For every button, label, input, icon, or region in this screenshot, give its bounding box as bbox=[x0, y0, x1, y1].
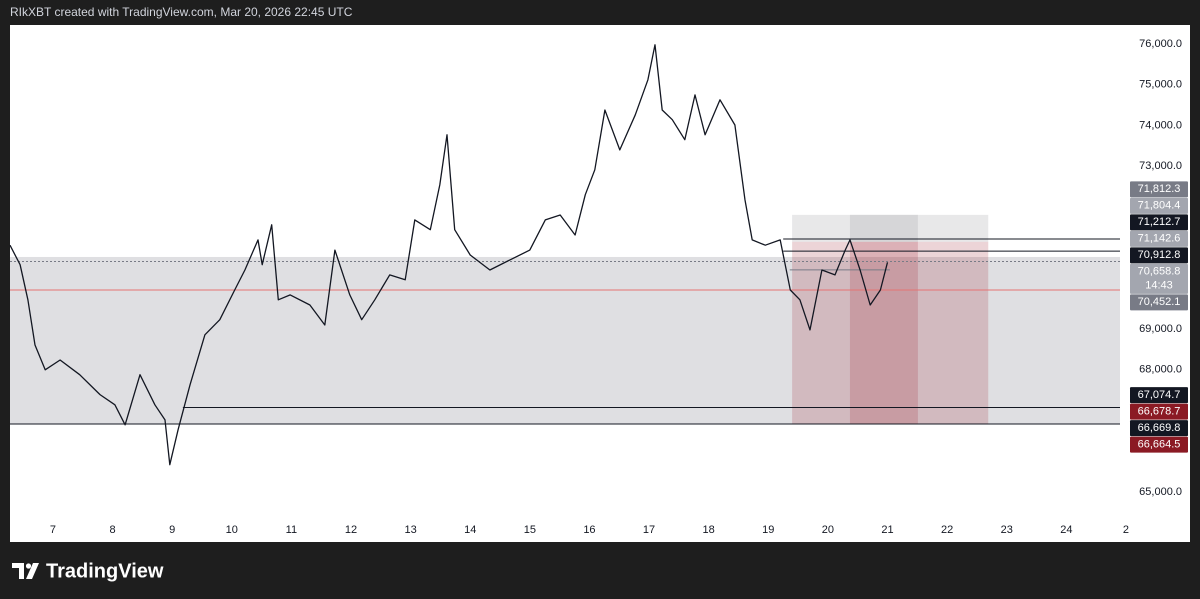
y-tick-label: 73,000.0 bbox=[1139, 160, 1182, 172]
x-tick-label: 12 bbox=[345, 524, 357, 536]
position-target bbox=[792, 214, 918, 242]
x-tick-label: 7 bbox=[50, 524, 56, 536]
y-tick-label: 65,000.0 bbox=[1139, 486, 1182, 498]
price-badge bbox=[1130, 197, 1188, 214]
x-tick-label: 14 bbox=[464, 524, 476, 536]
x-tick-label: 19 bbox=[762, 524, 774, 536]
x-tick-label: 18 bbox=[703, 524, 715, 536]
x-tick-label: 22 bbox=[941, 524, 953, 536]
price-badge bbox=[1130, 247, 1188, 264]
price-badge-label: 66,669.8 bbox=[1138, 422, 1181, 434]
logo-text: TradingView bbox=[46, 560, 164, 582]
x-tick-label: 16 bbox=[583, 524, 595, 536]
price-badge-label: 70,658.8 bbox=[1138, 266, 1181, 278]
x-tick-label: 11 bbox=[286, 524, 297, 536]
price-badge-label: 70,912.8 bbox=[1138, 249, 1181, 261]
y-tick-label: 74,000.0 bbox=[1139, 119, 1182, 131]
price-badge bbox=[1130, 263, 1188, 294]
x-tick-label: 15 bbox=[524, 524, 536, 536]
x-tick-label: 20 bbox=[822, 524, 834, 536]
price-badge bbox=[1130, 420, 1188, 437]
position-stop bbox=[792, 241, 918, 424]
x-tick-label: 10 bbox=[226, 524, 238, 536]
logo-icon bbox=[12, 563, 39, 579]
price-badge-label: 71,142.6 bbox=[1138, 233, 1181, 245]
zone bbox=[10, 256, 1120, 424]
countdown: 14:43 bbox=[1145, 280, 1173, 292]
price-badge bbox=[1130, 294, 1188, 311]
y-tick-label: 76,000.0 bbox=[1139, 38, 1182, 50]
price-badge bbox=[1130, 181, 1188, 198]
x-tick-label: 23 bbox=[1001, 524, 1013, 536]
header: RIkXBT created with TradingView.com, Mar… bbox=[10, 5, 353, 19]
price-badge-label: 67,074.7 bbox=[1138, 389, 1181, 401]
x-tick-label: 2 bbox=[1123, 524, 1129, 536]
price-badge-label: 70,452.1 bbox=[1138, 296, 1181, 308]
y-tick-label: 68,000.0 bbox=[1139, 364, 1182, 376]
x-tick-label: 17 bbox=[643, 524, 655, 536]
price-badge-label: 71,812.3 bbox=[1138, 183, 1181, 195]
price-badge bbox=[1130, 387, 1188, 404]
position-stop bbox=[849, 241, 989, 424]
price-badge-label: 66,678.7 bbox=[1138, 405, 1181, 417]
price-badge-label: 66,664.5 bbox=[1138, 438, 1181, 450]
y-tick-label: 69,000.0 bbox=[1139, 323, 1182, 335]
price-badge-label: 71,804.4 bbox=[1138, 200, 1181, 212]
plot: 76,000.0 75,000.0 74,000.0 73,000.0 69,000.0… bbox=[9, 38, 1188, 536]
x-tick-label: 8 bbox=[109, 524, 115, 536]
price-badge bbox=[1130, 230, 1188, 247]
price-badge bbox=[1130, 214, 1188, 231]
x-tick-label: 13 bbox=[404, 524, 416, 536]
x-tick-label: 24 bbox=[1060, 524, 1072, 536]
price-series bbox=[9, 44, 889, 466]
price-badge-label: 71,212.7 bbox=[1138, 216, 1181, 228]
y-tick-label: 75,000.0 bbox=[1139, 79, 1182, 91]
price-badge bbox=[1130, 403, 1188, 420]
x-tick-label: 9 bbox=[169, 524, 175, 536]
price-badge bbox=[1130, 436, 1188, 453]
position-target bbox=[849, 214, 989, 242]
x-tick-label: 21 bbox=[881, 524, 893, 536]
chart-area bbox=[10, 25, 1190, 542]
